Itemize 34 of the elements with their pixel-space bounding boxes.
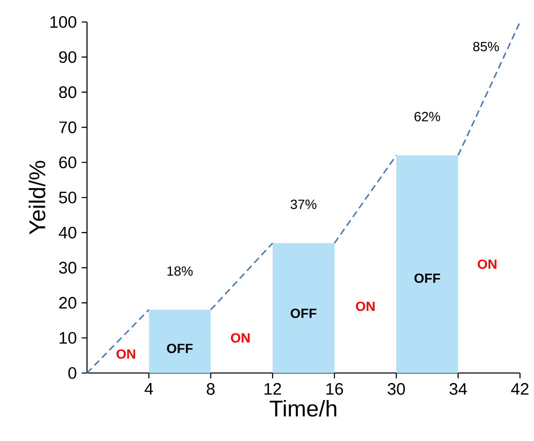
annotation: OFF <box>290 308 316 318</box>
y-tick-label: 20 <box>59 296 76 309</box>
annotation: OFF <box>167 344 193 354</box>
y-tick-label: 10 <box>60 332 76 344</box>
y-tick-label: 40 <box>58 226 76 238</box>
bar <box>272 243 334 373</box>
data-label: 62% <box>414 112 440 122</box>
data-label: 18% <box>167 266 193 276</box>
x-axis-title: Time/h <box>270 400 336 417</box>
x-tick-label: 8 <box>206 383 215 395</box>
annotation: OFF <box>414 274 440 283</box>
x-tick-label: 16 <box>326 383 343 395</box>
data-label: 37% <box>290 200 316 210</box>
y-tick-label: 70 <box>59 121 76 134</box>
annotation: ON <box>116 349 136 359</box>
x-tick-label: 30 <box>388 383 405 395</box>
y-axis-title: Yeild/% <box>28 160 46 234</box>
y-tick-label: 60 <box>59 156 76 168</box>
x-tick-label: 42 <box>511 383 528 395</box>
bar <box>396 155 458 373</box>
y-tick-label: 100 <box>50 16 76 28</box>
y-tick-label: 0 <box>68 367 76 379</box>
annotation: ON <box>478 259 496 269</box>
annotation: ON <box>230 333 250 343</box>
x-tick-label: 12 <box>264 383 281 395</box>
annotation: ON <box>356 302 374 312</box>
y-tick-label: 80 <box>59 86 76 98</box>
y-tick-label: 50 <box>59 192 76 204</box>
x-tick-label: 34 <box>450 383 467 395</box>
annotation: 85% <box>473 42 499 52</box>
y-tick-label: 30 <box>59 262 76 274</box>
x-tick-label: 4 <box>144 383 154 394</box>
bar <box>148 310 211 373</box>
y-tick-label: 90 <box>59 51 76 63</box>
